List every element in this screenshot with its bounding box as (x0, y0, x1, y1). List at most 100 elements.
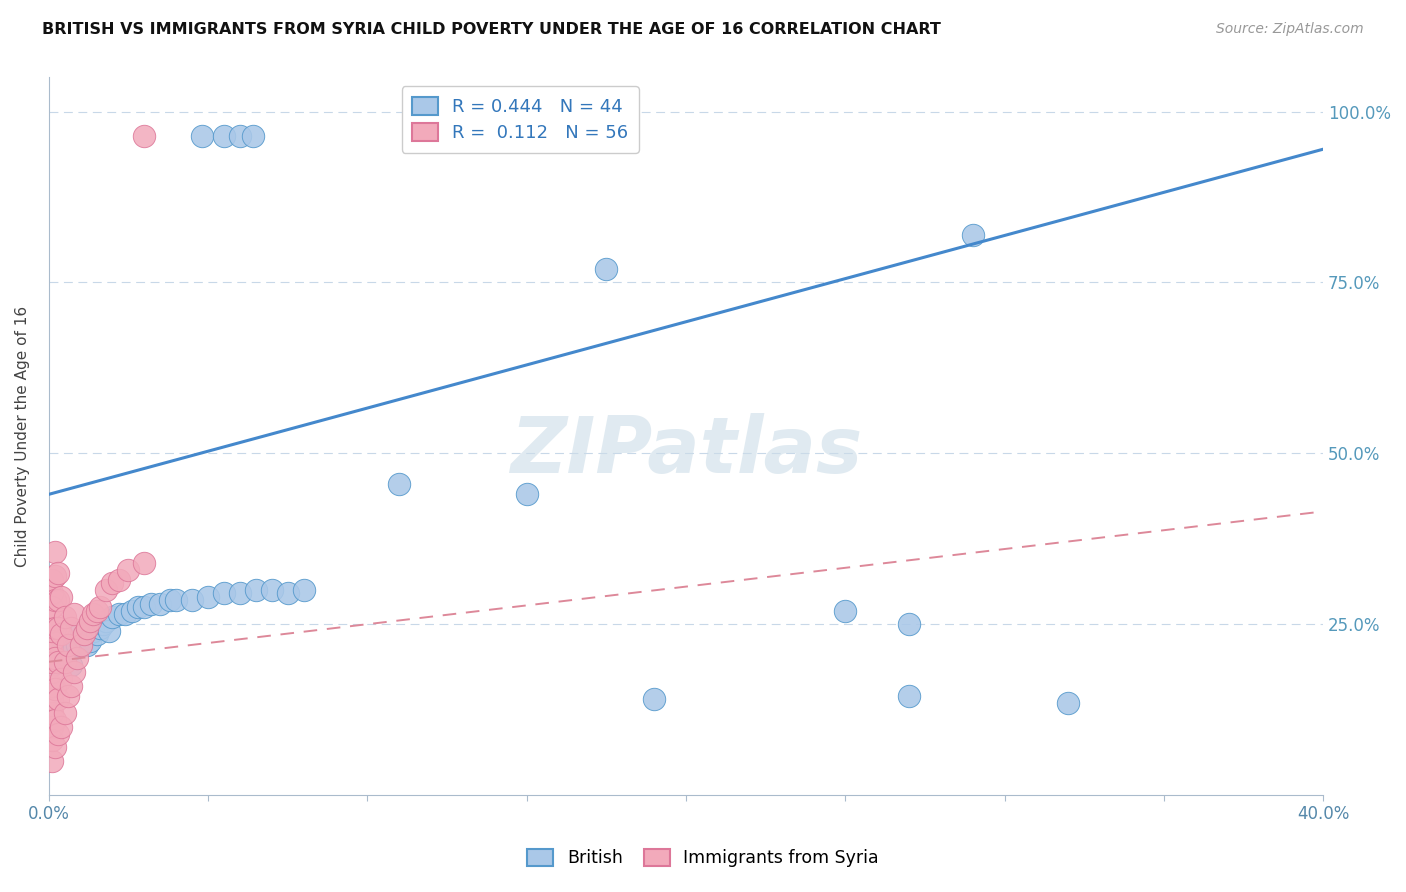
Point (101, 576, 124, 591)
Point (53, 655, 76, 669)
Point (51, 720, 73, 734)
Point (139, 597, 162, 611)
Point (41, 655, 63, 669)
Point (79, 614, 101, 628)
Point (89, 600, 111, 615)
Point (63, 607, 86, 621)
Point (66, 651, 89, 665)
Point (94, 614, 117, 628)
Point (108, 573, 131, 587)
Point (46, 566, 69, 580)
Point (46, 655, 69, 669)
Point (516, 487, 538, 501)
Point (69, 624, 91, 638)
Point (73, 627, 96, 641)
Point (292, 582, 315, 597)
Point (159, 593, 181, 607)
Point (121, 603, 143, 617)
Point (41, 665, 63, 679)
Point (41, 706, 63, 720)
Point (260, 582, 283, 597)
Point (86, 603, 108, 617)
Point (53, 651, 76, 665)
Point (69, 638, 91, 652)
Point (245, 582, 267, 597)
Point (82, 624, 104, 638)
Point (82, 607, 104, 621)
Point (41, 634, 63, 648)
Point (212, 586, 235, 600)
Point (41, 720, 63, 734)
Point (56, 689, 79, 703)
Point (962, 227, 984, 242)
Point (46, 593, 69, 607)
Text: BRITISH VS IMMIGRANTS FROM SYRIA CHILD POVERTY UNDER THE AGE OF 16 CORRELATION C: BRITISH VS IMMIGRANTS FROM SYRIA CHILD P… (42, 22, 941, 37)
Point (44, 593, 66, 607)
Point (41, 624, 63, 638)
Point (94, 582, 117, 597)
Point (60, 621, 83, 635)
Point (46, 692, 69, 706)
Point (56, 638, 79, 652)
Y-axis label: Child Poverty Under the Age of 16: Child Poverty Under the Age of 16 (15, 306, 30, 566)
Point (229, 586, 252, 600)
Point (66, 638, 89, 652)
Point (41, 679, 63, 693)
Point (277, 586, 299, 600)
Point (242, 128, 264, 143)
Point (91, 617, 114, 632)
Point (60, 679, 83, 693)
Point (56, 638, 79, 652)
Point (53, 610, 76, 624)
Point (114, 607, 136, 621)
Point (127, 600, 149, 615)
Point (76, 621, 98, 635)
Point (44, 621, 66, 635)
Point (44, 569, 66, 583)
Point (60, 658, 83, 673)
Text: ZIPatlas: ZIPatlas (510, 413, 862, 489)
Point (149, 597, 172, 611)
Point (897, 617, 920, 632)
Point (41, 586, 63, 600)
Point (76, 638, 98, 652)
Point (41, 658, 63, 673)
Point (165, 593, 187, 607)
Point (117, 562, 139, 576)
Point (46, 726, 69, 740)
Point (1057, 696, 1080, 710)
Point (595, 261, 617, 276)
Legend: R = 0.444   N = 44, R =  0.112   N = 56: R = 0.444 N = 44, R = 0.112 N = 56 (402, 87, 640, 153)
Point (44, 651, 66, 665)
Point (73, 631, 96, 645)
Point (63, 641, 86, 656)
Point (134, 600, 156, 615)
Point (897, 689, 920, 703)
Point (41, 614, 63, 628)
Point (51, 672, 73, 686)
Point (101, 610, 124, 624)
Point (51, 644, 73, 658)
Point (41, 733, 63, 747)
Point (108, 607, 131, 621)
Point (89, 621, 111, 635)
Point (79, 634, 101, 648)
Point (41, 754, 63, 768)
Point (643, 692, 665, 706)
Point (98, 624, 121, 638)
Point (41, 692, 63, 706)
Legend: British, Immigrants from Syria: British, Immigrants from Syria (520, 842, 886, 874)
Point (41, 600, 63, 615)
Point (190, 128, 212, 143)
Point (44, 651, 66, 665)
Point (44, 713, 66, 727)
Point (834, 603, 856, 617)
Point (44, 545, 66, 559)
Point (51, 590, 73, 604)
Point (63, 665, 86, 679)
Point (41, 573, 63, 587)
Point (134, 556, 156, 570)
Point (46, 621, 69, 635)
Point (51, 627, 73, 641)
Point (388, 477, 411, 491)
